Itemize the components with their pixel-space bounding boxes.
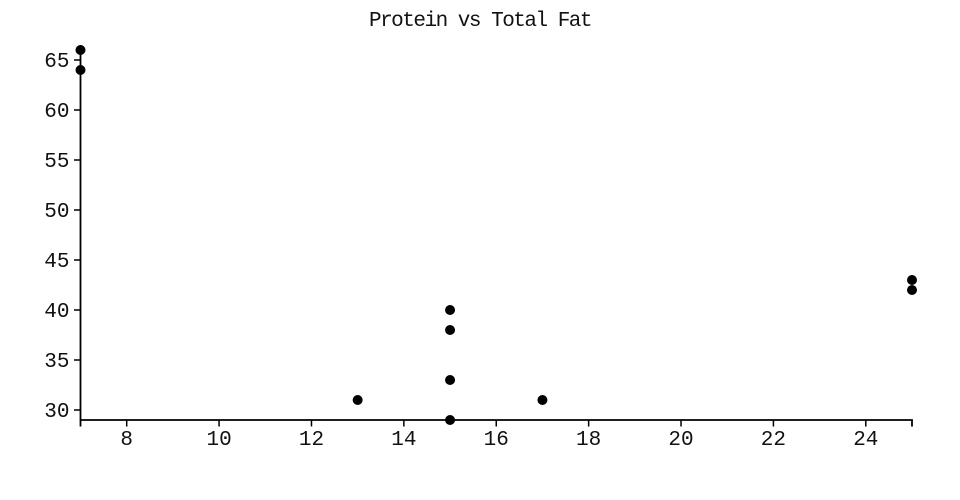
data-point — [445, 375, 456, 385]
x-tick-label: 22 — [761, 429, 786, 452]
data-point — [75, 65, 86, 75]
data-point — [907, 275, 917, 285]
data-point — [445, 415, 456, 425]
data-point — [907, 285, 917, 295]
data-point — [537, 395, 548, 405]
y-tick-label: 30 — [44, 401, 69, 424]
y-tick-label: 35 — [44, 351, 69, 374]
y-tick-label: 50 — [44, 201, 69, 224]
x-tick-label: 20 — [668, 429, 693, 452]
data-point — [352, 395, 363, 405]
y-tick-label: 65 — [44, 51, 69, 74]
x-tick-label: 16 — [484, 429, 509, 452]
y-tick-label: 60 — [44, 101, 69, 124]
y-tick-label: 40 — [44, 301, 69, 324]
data-point — [445, 325, 456, 335]
data-point — [75, 45, 86, 55]
chart-title: Protein vs Total Fat — [368, 10, 593, 33]
x-tick-label: 10 — [206, 429, 231, 452]
x-tick-label: 18 — [576, 429, 601, 452]
y-tick-label: 45 — [44, 251, 69, 274]
x-tick-label: 12 — [299, 429, 324, 452]
y-tick-label: 55 — [44, 151, 69, 174]
x-tick-label: 8 — [120, 429, 133, 452]
x-tick-label: 24 — [853, 429, 878, 452]
data-point — [445, 305, 456, 315]
x-tick-label: 14 — [391, 429, 416, 452]
